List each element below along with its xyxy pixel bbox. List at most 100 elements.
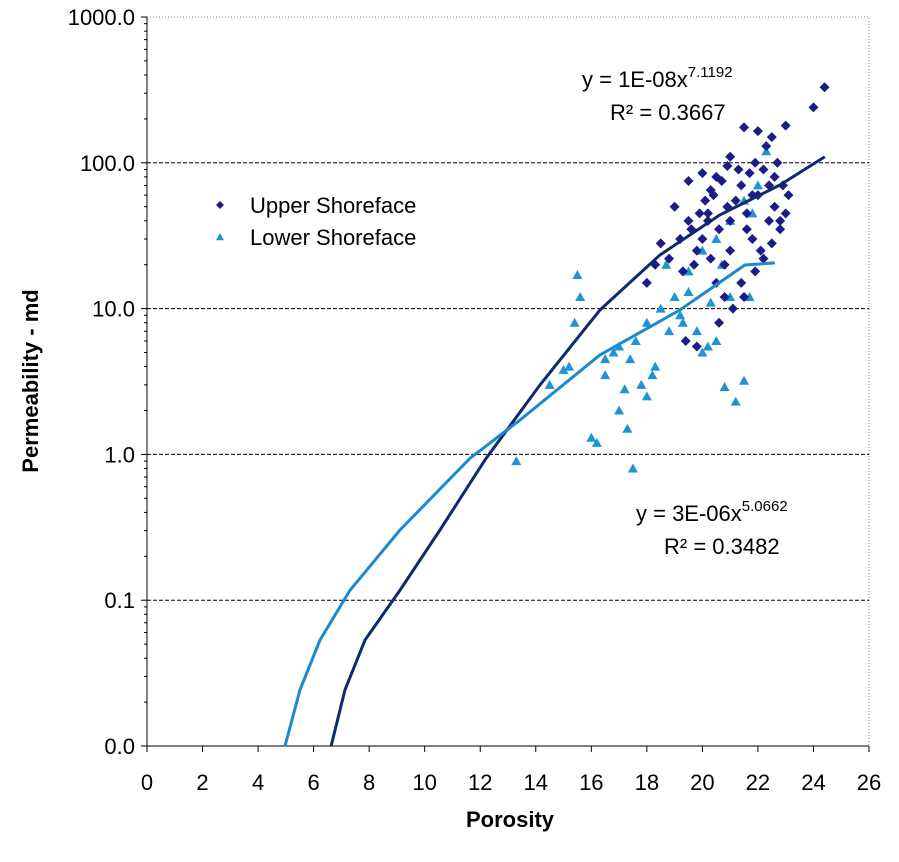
diamond-marker	[719, 292, 730, 303]
x-tick-label: 20	[690, 770, 714, 795]
y-tick-label: 1.0	[104, 442, 135, 467]
trend-line	[283, 261, 775, 747]
diamond-marker	[755, 245, 766, 256]
diamond-marker	[750, 157, 761, 168]
diamond-marker	[772, 157, 783, 168]
triangle-marker	[647, 370, 658, 380]
x-tick-label: 14	[524, 770, 548, 795]
triangle-marker	[575, 292, 586, 302]
diamond-marker	[736, 180, 747, 191]
triangle-marker	[752, 180, 763, 190]
triangle-marker	[627, 463, 638, 473]
triangle-marker	[600, 354, 611, 364]
x-axis-title: Porosity	[466, 807, 555, 832]
diamond-marker	[744, 168, 755, 179]
equation-text: y = 1E-08x	[582, 67, 688, 92]
diamond-marker	[641, 277, 652, 288]
diamond-marker	[741, 208, 752, 219]
x-tick-label: 6	[307, 770, 319, 795]
diamond-marker	[764, 215, 775, 226]
diamond-marker	[727, 303, 738, 314]
diamond-marker	[216, 201, 224, 209]
triangle-marker	[636, 379, 647, 389]
x-tick-label: 2	[196, 770, 208, 795]
equation: R² = 0.3482	[664, 534, 780, 559]
y-tick-label: 10.0	[92, 297, 135, 322]
diamond-marker	[689, 259, 700, 270]
diamond-marker	[758, 164, 769, 175]
triangle-marker	[625, 354, 636, 364]
diamond-marker	[680, 335, 691, 346]
triangle-marker	[697, 347, 708, 357]
diamond-marker	[783, 190, 794, 201]
triangle-marker	[641, 391, 652, 401]
triangle-marker	[705, 297, 716, 307]
diamond-marker	[664, 253, 675, 264]
diamond-marker	[705, 185, 716, 196]
diamond-marker	[700, 195, 711, 206]
diamond-marker	[739, 292, 750, 303]
x-tick-label: 10	[412, 770, 436, 795]
triangle-marker	[569, 317, 580, 327]
x-tick-label: 18	[635, 770, 659, 795]
diamond-marker	[716, 176, 727, 187]
diamond-marker	[739, 122, 750, 133]
x-tick-label: 22	[746, 770, 770, 795]
y-tick-label: 0.0	[104, 734, 135, 759]
triangle-marker	[677, 317, 688, 327]
diamond-marker	[752, 126, 763, 137]
triangle-marker	[608, 347, 619, 357]
diamond-marker	[733, 164, 744, 175]
triangle-marker	[683, 286, 694, 296]
triangle-marker	[655, 303, 666, 313]
equation: y = 1E-08x7.1192	[582, 64, 733, 92]
legend-label: Upper Shoreface	[250, 193, 416, 218]
diamond-marker	[691, 245, 702, 256]
diamond-marker	[697, 168, 708, 179]
x-tick-label: 26	[857, 770, 881, 795]
diamond-marker	[766, 238, 777, 249]
diamond-marker	[750, 266, 761, 277]
diamond-marker	[730, 195, 741, 206]
diamond-marker	[705, 253, 716, 264]
triangle-marker	[511, 456, 522, 466]
diamond-marker	[758, 253, 769, 264]
y-tick-label: 1000.0	[68, 5, 135, 30]
diamond-marker	[702, 208, 713, 219]
triangle-marker	[719, 381, 730, 391]
diamond-marker	[683, 176, 694, 187]
triangle-marker	[630, 335, 641, 345]
triangle-marker	[650, 361, 661, 371]
x-tick-label: 0	[141, 770, 153, 795]
diamond-marker	[747, 234, 758, 245]
triangle-marker	[622, 423, 633, 433]
diamond-marker	[819, 82, 830, 93]
triangle-marker	[730, 396, 741, 406]
triangle-marker	[600, 370, 611, 380]
diamond-marker	[808, 102, 819, 113]
triangle-marker	[711, 234, 722, 244]
equation-text: R² = 0.3482	[664, 534, 780, 559]
diamond-marker	[697, 234, 708, 245]
diamond-marker	[691, 341, 702, 352]
diamond-marker	[761, 141, 772, 152]
x-tick-label: 4	[252, 770, 264, 795]
triangle-marker	[739, 375, 750, 385]
x-tick-label: 8	[363, 770, 375, 795]
diamond-marker	[714, 317, 725, 328]
triangle-marker	[544, 379, 555, 389]
triangle-marker	[711, 335, 722, 345]
diamond-marker	[775, 224, 786, 235]
diamond-marker	[669, 201, 680, 212]
triangle-marker	[586, 432, 597, 442]
triangle-marker	[661, 259, 672, 269]
diamond-marker	[769, 201, 780, 212]
diamond-marker	[655, 238, 666, 249]
diamond-marker	[766, 132, 777, 143]
diamond-marker	[725, 215, 736, 226]
triangle-marker	[669, 292, 680, 302]
x-tick-label: 24	[801, 770, 825, 795]
triangle-marker	[619, 384, 630, 394]
triangle-marker	[216, 233, 224, 241]
